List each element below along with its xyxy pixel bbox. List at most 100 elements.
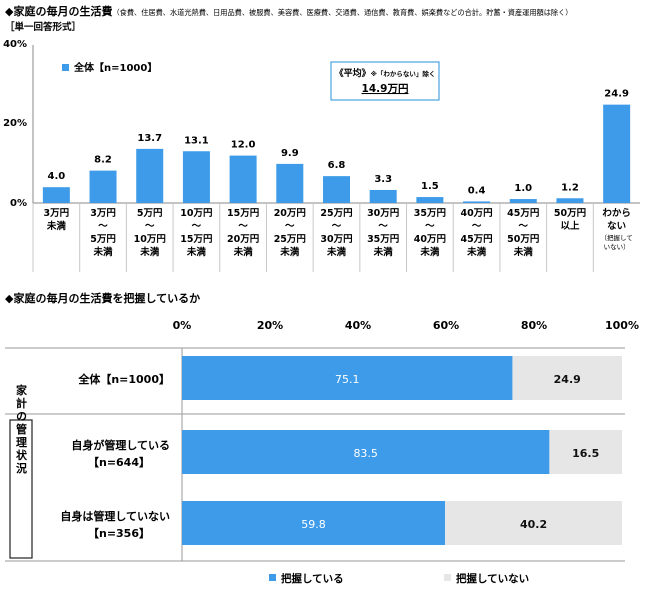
bar <box>276 163 304 203</box>
row-label: 全体【n=1000】 <box>77 372 170 386</box>
segment-value-label: 16.5 <box>572 447 599 460</box>
bar-segment-not-grasp <box>512 356 622 400</box>
category-label: わから <box>602 208 631 219</box>
category-note: （把握して <box>600 233 632 242</box>
chart2-x-axis: 0% 20% 40% 60% 80% 100% <box>173 319 639 332</box>
chart1-value-labels: 4.0 8.2 13.7 13.1 12.0 9.9 6.8 3.3 1.5 0.4 1.0 1.2 2… <box>47 89 629 197</box>
bar-value-label: 8.2 <box>94 155 112 166</box>
bar-value-label: 1.2 <box>561 182 579 193</box>
category-label: ～ <box>519 221 529 232</box>
bar-value-label: 6.8 <box>328 160 346 171</box>
bar <box>556 198 584 203</box>
category-label: 未満 <box>419 246 440 258</box>
category-label: 3万円 <box>44 208 70 219</box>
category-label: 以上 <box>560 220 580 232</box>
bar-segment-grasp <box>182 430 550 474</box>
category-label: 未満 <box>373 246 394 258</box>
category-label: 40万円 <box>414 234 446 245</box>
x-tick-label: 60% <box>433 319 459 332</box>
legend-label-not-grasp: 把握していない <box>456 572 529 585</box>
category-label: 50万円 <box>554 208 586 219</box>
category-label: 15万円 <box>180 234 212 245</box>
x-tick-label: 100% <box>605 319 639 332</box>
bar <box>463 201 491 203</box>
category-label: 未満 <box>186 246 207 258</box>
category-label: 35万円 <box>414 208 446 219</box>
chart1-category-labels: 3万円未満3万円～5万円未満5万円～10万円未満10万円～15万円未満15万円～… <box>32 203 633 272</box>
category-label: 25万円 <box>274 234 306 245</box>
bar <box>182 151 210 203</box>
x-tick-label: 0% <box>173 319 192 332</box>
grasp-living-cost-chart: ◆家庭の毎月の生活費を把握しているか 0% 20% 40% 60% 80% 100% 家計… <box>5 291 639 585</box>
category-label: 20万円 <box>227 234 259 245</box>
category-label: 未満 <box>233 246 254 258</box>
category-label: 40万円 <box>460 208 492 219</box>
chart2-title: ◆家庭の毎月の生活費を把握しているか <box>5 291 200 305</box>
legend-swatch-grasp <box>269 574 276 581</box>
row-label: 自身は管理していない <box>60 509 170 523</box>
legend-label: 全体【n=1000】 <box>73 61 157 74</box>
category-label: 45万円 <box>507 208 539 219</box>
segment-value-label: 59.8 <box>301 518 326 531</box>
row-sample-size: 【n=356】 <box>88 527 150 540</box>
chart2-rows: 75.1 24.9 全体【n=1000】 83.5 16.5 自身が管理している【n=64… <box>60 356 622 545</box>
category-label: 10万円 <box>180 208 212 219</box>
monthly-living-cost-chart: ◆家庭の毎月の生活費（食費、住居費、水道光熱費、日用品費、被服費、美容費、医療費… <box>3 4 640 272</box>
group-label-box: 家計の管理状況 <box>9 383 33 559</box>
x-tick-label: 40% <box>345 319 371 332</box>
category-label: 未満 <box>326 246 347 258</box>
category-label: 5万円 <box>137 208 163 219</box>
bar-value-label: 24.9 <box>604 89 629 100</box>
bar-value-label: 12.0 <box>231 140 256 151</box>
category-note: いない） <box>604 243 630 251</box>
category-label: ない <box>607 221 626 232</box>
x-tick-label: 80% <box>521 319 547 332</box>
legend-swatch-not-grasp <box>444 574 451 581</box>
chart1-legend: 全体【n=1000】 <box>62 61 157 74</box>
legend-swatch <box>62 64 69 71</box>
bar <box>42 187 70 203</box>
bar-value-label: 4.0 <box>47 171 65 182</box>
chart2-legend: 把握している 把握していない <box>269 572 529 585</box>
bar <box>416 197 444 203</box>
category-label: ～ <box>472 221 482 232</box>
bar-value-label: 13.1 <box>184 135 209 146</box>
bar <box>323 176 350 203</box>
average-box: 《平均》※「わからない」除く 14.9万円 <box>330 61 440 101</box>
segment-value-label: 24.9 <box>554 373 581 386</box>
legend-label-grasp: 把握している <box>281 572 344 585</box>
bar <box>509 199 537 203</box>
category-label: 45万円 <box>460 234 492 245</box>
category-label: 35万円 <box>367 234 399 245</box>
category-label: 未満 <box>513 246 534 258</box>
bar-segment-not-grasp <box>445 501 622 545</box>
category-label: 3万円 <box>90 208 116 219</box>
chart1-ytick: 20% <box>3 118 27 129</box>
bar-value-label: 13.7 <box>137 133 162 144</box>
category-label: 20万円 <box>274 208 306 219</box>
category-label: 25万円 <box>320 208 352 219</box>
bar <box>136 148 164 203</box>
chart1-y-axis: 40% 20% 0% <box>3 39 34 209</box>
x-tick-label: 20% <box>257 319 283 332</box>
chart1-answer-format: ［単一回答形式］ <box>5 21 81 33</box>
segment-value-label: 83.5 <box>353 447 378 460</box>
average-label: 《平均》※「わからない」除く <box>335 67 436 79</box>
category-label: 未満 <box>139 246 160 258</box>
category-label: ～ <box>285 221 295 232</box>
category-label: 未満 <box>466 246 487 258</box>
bar-segment-grasp <box>182 356 513 400</box>
row-sample-size: 【n=644】 <box>88 456 150 469</box>
category-label: 未満 <box>46 220 67 232</box>
bar <box>89 170 117 203</box>
category-label: ～ <box>192 221 202 232</box>
bar-value-label: 0.4 <box>468 185 486 196</box>
bar-segment-not-grasp <box>549 430 622 474</box>
category-label: 50万円 <box>507 234 539 245</box>
bar-value-label: 3.3 <box>374 174 392 185</box>
category-label: 30万円 <box>320 234 352 245</box>
category-label: 5万円 <box>90 234 116 245</box>
segment-value-label: 40.2 <box>520 518 547 531</box>
category-label: 15万円 <box>227 208 259 219</box>
bar <box>603 104 631 203</box>
